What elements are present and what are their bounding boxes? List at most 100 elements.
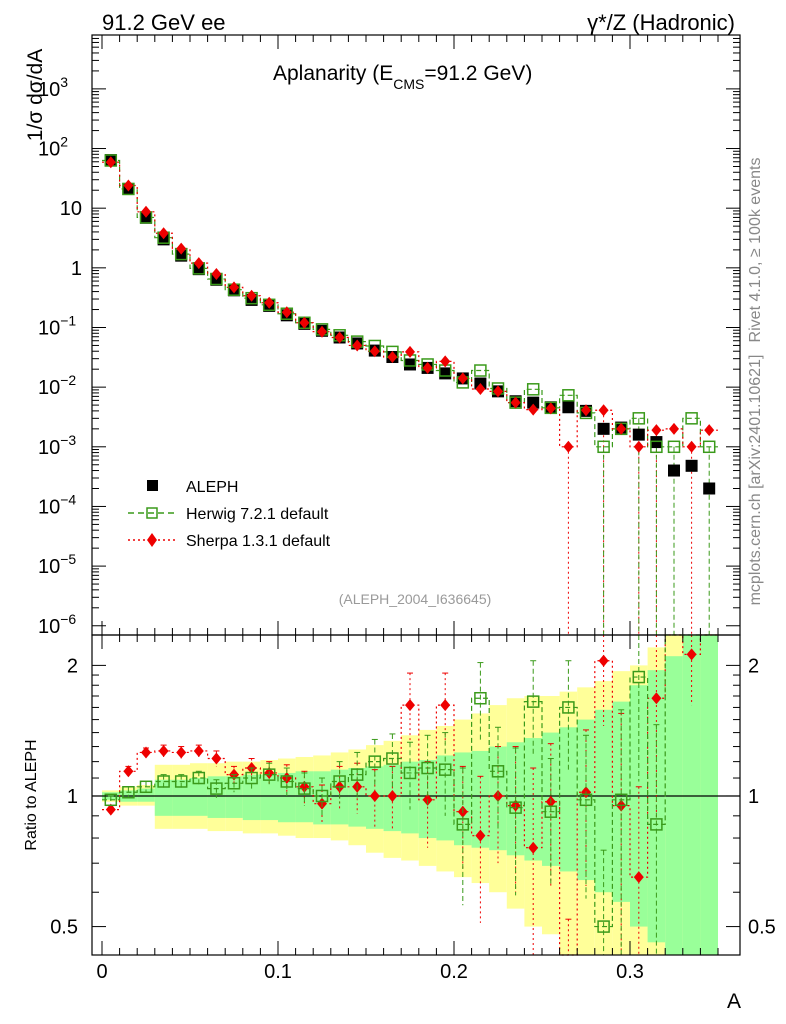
sherpa-point (686, 440, 697, 453)
sherpa-ratio-point (176, 746, 187, 759)
sherpa-point (510, 396, 521, 409)
y-tick-label: 10 (60, 198, 82, 220)
herwig-ratio-point (456, 818, 470, 831)
herwig-ratio-point (491, 765, 505, 778)
legend-aleph-marker (147, 480, 158, 491)
herwig-ratio-point (562, 701, 575, 714)
uncertainty-band-inner (630, 685, 648, 927)
uncertainty-band-inner (278, 772, 296, 823)
ratio-y-tick-label-right: 0.5 (748, 917, 776, 939)
sherpa-point (616, 422, 627, 435)
herwig-ratio-point (298, 782, 311, 795)
herwig-ratio-point (509, 801, 522, 814)
sherpa-point (246, 289, 257, 302)
y-tick-label: 102 (38, 134, 68, 161)
mcplots-label: mcplots.cern.ch [arXiv:2401.10621] (747, 355, 764, 606)
herwig-ratio-point (386, 752, 399, 765)
herwig-point (562, 389, 575, 402)
uncertainty-band-inner (225, 776, 243, 818)
legend-herwig-label: Herwig 7.2.1 default (186, 506, 329, 523)
sherpa-point (405, 345, 415, 358)
herwig-point (685, 412, 698, 425)
uncertainty-band-inner (172, 779, 190, 816)
sherpa-ratio-point (123, 765, 134, 778)
sherpa-ratio-point (651, 692, 662, 705)
sherpa-point (211, 267, 222, 280)
herwig-ratio-point (421, 761, 434, 775)
herwig-ratio-point (526, 695, 540, 708)
sherpa-point (633, 440, 644, 453)
herwig-point (597, 440, 610, 454)
sherpa-point (422, 361, 433, 374)
x-axis-label: A (727, 990, 741, 1013)
herwig-ratio-point (438, 763, 452, 776)
uncertainty-band-inner (471, 750, 490, 848)
sherpa-point (581, 404, 591, 417)
legend-sherpa-label: Sherpa 1.3.1 default (186, 533, 331, 550)
x-tick-label: 0.1 (264, 961, 292, 983)
aleph-point (404, 358, 416, 371)
aleph-point (439, 367, 452, 380)
sherpa-point (352, 339, 363, 352)
legend: ALEPH Herwig 7.2.1 default Sherpa 1.3.1 … (128, 479, 331, 550)
legend-herwig-marker (146, 507, 158, 519)
uncertainty-band-inner (682, 635, 701, 955)
legend-sherpa-marker (147, 533, 157, 547)
herwig-point (650, 440, 663, 454)
sherpa-point (105, 156, 116, 169)
aleph-point (157, 233, 170, 246)
sherpa-point (598, 404, 609, 417)
sherpa-point (229, 281, 239, 294)
uncertainty-band-inner (454, 752, 472, 846)
x-tick-label: 0.3 (616, 961, 644, 983)
sherpa-ratio-point (528, 841, 539, 854)
y-tick-label: 10−4 (38, 491, 76, 518)
ratio-panel: 0.5 0.5 1 1 2 2 0 0.1 0.2 0.3 (50, 634, 776, 983)
header-left: 91.2 GeV ee (102, 10, 226, 35)
aleph-point (562, 401, 575, 414)
uncertainty-band-inner (559, 727, 578, 872)
aleph-point (192, 263, 205, 276)
herwig-point (526, 383, 540, 396)
herwig-ratio-point (157, 775, 170, 788)
aleph-point (668, 464, 680, 477)
herwig-ratio-point (104, 793, 118, 807)
y-tick-label: 103 (38, 74, 68, 101)
herwig-point (474, 364, 487, 377)
herwig-ratio-point (544, 805, 558, 818)
sherpa-ratio-point (598, 654, 609, 667)
sherpa-point (334, 331, 345, 344)
uncertainty-band-inner (190, 778, 208, 816)
uncertainty-band-inner (401, 761, 419, 834)
herwig-ratio-point (280, 775, 294, 788)
herwig-ratio-point (474, 691, 487, 705)
herwig-ratio-point (350, 768, 364, 781)
sherpa-point (440, 355, 451, 368)
uncertainty-band-inner (594, 709, 613, 893)
sherpa-point (141, 205, 151, 218)
sherpa-point (493, 385, 503, 398)
herwig-ratio-point (139, 780, 153, 794)
main-panel: 10−6 10−5 10−4 10−3 10−2 10−1 1 10 102 103 (38, 34, 741, 638)
sherpa-point (669, 422, 679, 435)
sherpa-point (651, 424, 662, 437)
uncertainty-band-inner (154, 779, 173, 816)
y-tick-label: 10−1 (38, 312, 76, 339)
ratio-y-tick-label-right: 1 (748, 786, 759, 808)
sherpa-point (123, 179, 134, 192)
herwig-ratio-point (650, 818, 663, 831)
sherpa-point (369, 345, 380, 358)
x-tick-label: 0.2 (440, 961, 468, 983)
sherpa-ratio-point (633, 871, 644, 884)
sherpa-point (387, 351, 398, 364)
aleph-point (597, 422, 610, 435)
y-tick-label: 10−5 (38, 551, 76, 578)
ratio-y-tick-label-left: 2 (67, 655, 78, 677)
sherpa-point (158, 227, 169, 240)
aleph-point (703, 482, 716, 495)
herwig-ratio-point (333, 775, 346, 788)
sherpa-ratio-point (475, 829, 486, 842)
sherpa-ratio-point (405, 699, 415, 712)
herwig-ratio-point (614, 793, 628, 807)
